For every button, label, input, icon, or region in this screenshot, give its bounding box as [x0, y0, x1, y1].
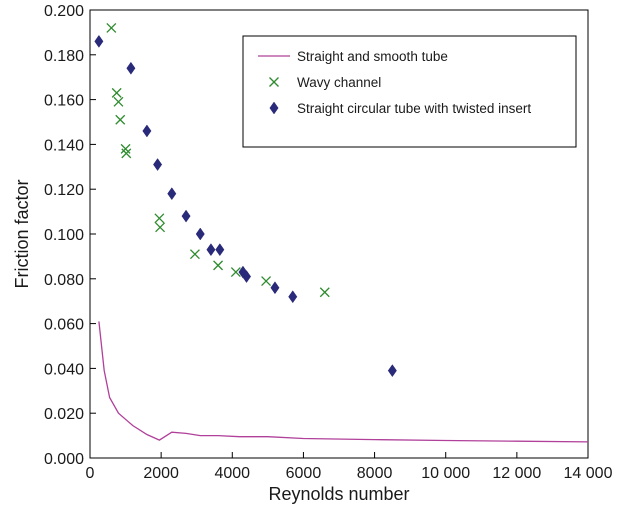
cross-stroke [155, 222, 166, 233]
wavy-channel-point [213, 260, 224, 271]
y-tick-label: 0.180 [44, 48, 84, 65]
x-tick-label: 6000 [286, 465, 322, 482]
wavy-channel-point [154, 213, 165, 224]
y-tick-label: 0.120 [44, 182, 84, 199]
cross-stroke [213, 260, 224, 271]
cross-stroke [261, 276, 272, 286]
legend-diamond-swatch [269, 101, 279, 115]
x-tick-label: 10 000 [421, 465, 470, 482]
y-tick-label: 0.140 [44, 137, 84, 154]
y-tick-label: 0.080 [44, 272, 84, 289]
wavy-channel-point [319, 287, 330, 298]
y-tick-label: 0.060 [44, 317, 84, 334]
wavy-channel-point [115, 114, 126, 125]
legend-label: Straight circular tube with twisted inse… [297, 101, 531, 116]
twisted-insert-point [167, 187, 177, 201]
legend-box [242, 35, 577, 148]
series-2 [94, 34, 397, 378]
wavy-channel-point [121, 148, 132, 159]
x-tick-label: 4000 [214, 465, 250, 482]
y-tick-label: 0.160 [44, 93, 84, 110]
twisted-insert-point [181, 209, 191, 223]
twisted-insert-point [126, 61, 136, 75]
wavy-channel-point [189, 249, 200, 260]
cross-stroke [319, 287, 330, 298]
x-tick-label: 8000 [357, 465, 393, 482]
legend-label: Straight and smooth tube [297, 49, 448, 64]
y-tick-label: 0.100 [44, 227, 84, 244]
cross-stroke [230, 267, 241, 278]
x-tick-label: 2000 [143, 465, 179, 482]
twisted-insert-point [195, 227, 205, 241]
y-tick-label: 0.040 [44, 361, 84, 378]
cross-stroke [106, 22, 117, 33]
cross-stroke [111, 87, 122, 98]
legend-label: Wavy channel [297, 75, 381, 90]
cross-stroke [113, 96, 124, 107]
x-tick-label: 12 000 [492, 465, 541, 482]
y-tick-label: 0.020 [44, 406, 84, 423]
ticks-layer: 0 2000 4000 6000 8000 10 000 12 000 14 000 0.000… [44, 3, 613, 482]
twisted-insert-point [242, 270, 252, 283]
twisted-insert-point [387, 364, 397, 378]
cross-stroke [154, 213, 165, 224]
x-tick-label: 0 [86, 465, 95, 482]
twisted-insert-point [215, 243, 225, 257]
y-axis-title: Friction factor [12, 179, 32, 288]
series-0 [98, 321, 589, 443]
cross-stroke [115, 114, 126, 125]
twisted-insert-point [142, 124, 152, 138]
x-axis-title: Reynolds number [268, 484, 409, 504]
wavy-channel-point [155, 222, 166, 233]
series-layer [94, 22, 589, 443]
wavy-channel-point [106, 22, 117, 33]
cross-stroke [189, 249, 200, 260]
y-tick-label: 0.000 [44, 451, 84, 468]
x-tick-label: 14 000 [564, 465, 613, 482]
smooth-tube-line [98, 321, 589, 443]
cross-stroke [120, 143, 131, 154]
twisted-insert-point [206, 243, 216, 257]
cross-stroke [269, 77, 279, 87]
legend-cross-swatch [269, 77, 279, 87]
series-1 [106, 22, 330, 298]
legend-items: Straight and smooth tube Wavy channel Stra… [258, 49, 531, 116]
twisted-insert-point [270, 281, 280, 295]
legend: Straight and smooth tube Wavy channel Stra… [242, 35, 577, 148]
wavy-channel-point [111, 87, 122, 98]
cross-stroke [121, 148, 132, 159]
wavy-channel-point [230, 267, 241, 278]
wavy-channel-point [261, 276, 272, 286]
twisted-insert-point [94, 34, 104, 48]
twisted-insert-point [288, 290, 298, 304]
y-tick-label: 0.200 [44, 3, 84, 20]
twisted-insert-point [153, 158, 163, 171]
wavy-channel-point [113, 96, 124, 107]
